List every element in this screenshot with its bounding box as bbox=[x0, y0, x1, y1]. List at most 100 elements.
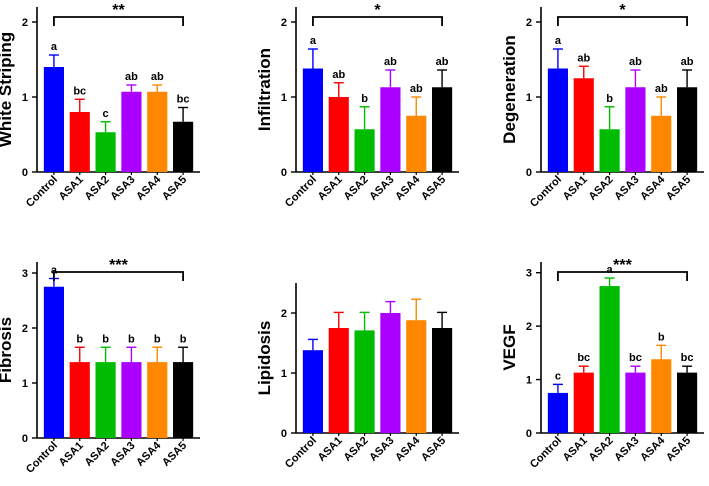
significance-stars: ** bbox=[112, 2, 125, 19]
bar-asa3 bbox=[625, 87, 646, 172]
y-tick-label: 0 bbox=[22, 433, 28, 445]
y-tick-label: 2 bbox=[526, 17, 532, 29]
bar-asa1 bbox=[328, 328, 349, 433]
x-tick-label: ASA3 bbox=[108, 174, 137, 203]
y-axis-title: VEGF bbox=[500, 324, 519, 370]
x-tick-label: ASA2 bbox=[341, 435, 370, 464]
chart-panel-degeneration: 0 1 2 Degeneration a Control ab ASA1 b ASA2 ab ASA3… bbox=[500, 2, 704, 210]
x-tick-label: ASA2 bbox=[586, 174, 615, 203]
significance-letter: b bbox=[154, 333, 161, 345]
significance-letter: ab bbox=[384, 56, 397, 68]
bar-asa3 bbox=[121, 362, 142, 438]
significance-letter: ab bbox=[655, 83, 668, 95]
significance-letter: a bbox=[607, 264, 614, 276]
x-tick-label: ASA1 bbox=[561, 435, 590, 464]
y-tick-label: 0 bbox=[22, 167, 28, 179]
significance-stars: *** bbox=[613, 257, 632, 274]
significance-letter: ab bbox=[436, 56, 449, 68]
bar-asa5 bbox=[677, 87, 698, 172]
x-tick-label: ASA4 bbox=[638, 173, 668, 203]
significance-letter: ab bbox=[151, 71, 164, 83]
significance-letter: a bbox=[51, 41, 58, 53]
x-tick-label: ASA3 bbox=[367, 435, 396, 464]
chart-panel-white-striping: 0 1 2 White Striping a Control bc ASA1 c ASA2 ab AS… bbox=[0, 2, 200, 210]
x-tick-label: ASA3 bbox=[367, 174, 396, 203]
bar-asa1 bbox=[69, 362, 90, 438]
y-tick-label: 1 bbox=[22, 92, 28, 104]
significance-bracket bbox=[557, 271, 688, 281]
bar-asa1 bbox=[69, 112, 90, 172]
x-tick-label: ASA1 bbox=[57, 174, 86, 203]
bar-asa1 bbox=[573, 78, 594, 172]
x-tick-label: ASA2 bbox=[586, 435, 615, 464]
significance-letter: a bbox=[51, 265, 58, 277]
bar-control bbox=[302, 68, 323, 172]
y-axis-title: Infiltration bbox=[255, 48, 274, 131]
x-tick-label: Control bbox=[283, 435, 319, 471]
bar-asa5 bbox=[173, 121, 194, 172]
bar-asa3 bbox=[380, 87, 401, 172]
bar-asa2 bbox=[599, 129, 620, 172]
significance-letter: ab bbox=[681, 56, 694, 68]
bar-asa3 bbox=[380, 313, 401, 433]
significance-letter: ab bbox=[332, 69, 345, 81]
bar-asa5 bbox=[173, 362, 194, 438]
significance-letter: c bbox=[555, 370, 561, 382]
x-tick-label: ASA4 bbox=[134, 439, 164, 469]
significance-bracket bbox=[53, 271, 184, 281]
bar-asa3 bbox=[625, 372, 646, 433]
bar-asa4 bbox=[651, 359, 672, 433]
significance-letter: a bbox=[555, 35, 562, 47]
x-tick-label: ASA3 bbox=[612, 435, 641, 464]
x-tick-label: ASA1 bbox=[316, 174, 345, 203]
bar-asa5 bbox=[677, 372, 698, 433]
y-axis-title: White Striping bbox=[0, 32, 15, 147]
significance-letter: b bbox=[606, 93, 613, 105]
y-tick-label: 1 bbox=[281, 368, 287, 380]
y-tick-label: 2 bbox=[22, 323, 28, 335]
chart-panel-infiltration: 0 1 2 Infiltration a Control ab ASA1 b ASA2 ab ASA3… bbox=[255, 2, 459, 210]
chart-panel-vegf: 0 1 2 3 VEGF c Control bc ASA1 a ASA2 bc ASA3 b ASA4 bc… bbox=[500, 257, 704, 471]
y-tick-label: 3 bbox=[526, 268, 532, 280]
bar-asa3 bbox=[121, 91, 142, 172]
bar-control bbox=[547, 68, 568, 172]
x-tick-label: Control bbox=[528, 435, 564, 471]
y-tick-label: 2 bbox=[526, 321, 532, 333]
significance-letter: c bbox=[103, 108, 109, 120]
significance-letter: ab bbox=[410, 83, 423, 95]
y-tick-label: 1 bbox=[526, 375, 532, 387]
significance-letter: b bbox=[128, 333, 135, 345]
significance-letter: a bbox=[310, 35, 317, 47]
x-tick-label: ASA5 bbox=[664, 174, 693, 203]
bar-asa4 bbox=[406, 320, 427, 433]
y-tick-label: 0 bbox=[281, 167, 287, 179]
significance-bracket bbox=[53, 16, 184, 26]
x-tick-label: Control bbox=[24, 174, 60, 210]
significance-letter: ab bbox=[577, 52, 590, 64]
x-tick-label: ASA4 bbox=[638, 434, 668, 464]
y-tick-label: 0 bbox=[526, 428, 532, 440]
x-tick-label: ASA3 bbox=[108, 440, 137, 469]
x-tick-label: ASA4 bbox=[393, 434, 423, 464]
bar-asa1 bbox=[328, 97, 349, 172]
x-tick-label: ASA1 bbox=[57, 440, 86, 469]
y-axis-title: Degeneration bbox=[500, 35, 519, 144]
x-tick-label: ASA4 bbox=[134, 173, 164, 203]
bar-asa2 bbox=[95, 132, 116, 172]
significance-letter: bc bbox=[73, 85, 86, 97]
bar-asa2 bbox=[95, 362, 116, 438]
significance-letter: bc bbox=[681, 352, 694, 364]
significance-stars: * bbox=[374, 2, 381, 19]
x-tick-label: Control bbox=[24, 440, 60, 476]
bar-asa4 bbox=[651, 115, 672, 172]
bar-asa1 bbox=[573, 372, 594, 433]
x-tick-label: ASA1 bbox=[316, 435, 345, 464]
x-tick-label: ASA5 bbox=[160, 174, 189, 203]
significance-letter: b bbox=[76, 333, 83, 345]
x-tick-label: ASA2 bbox=[341, 174, 370, 203]
significance-letter: ab bbox=[125, 71, 138, 83]
x-tick-label: Control bbox=[528, 174, 564, 210]
x-tick-label: ASA5 bbox=[419, 435, 448, 464]
y-tick-label: 3 bbox=[22, 268, 28, 280]
